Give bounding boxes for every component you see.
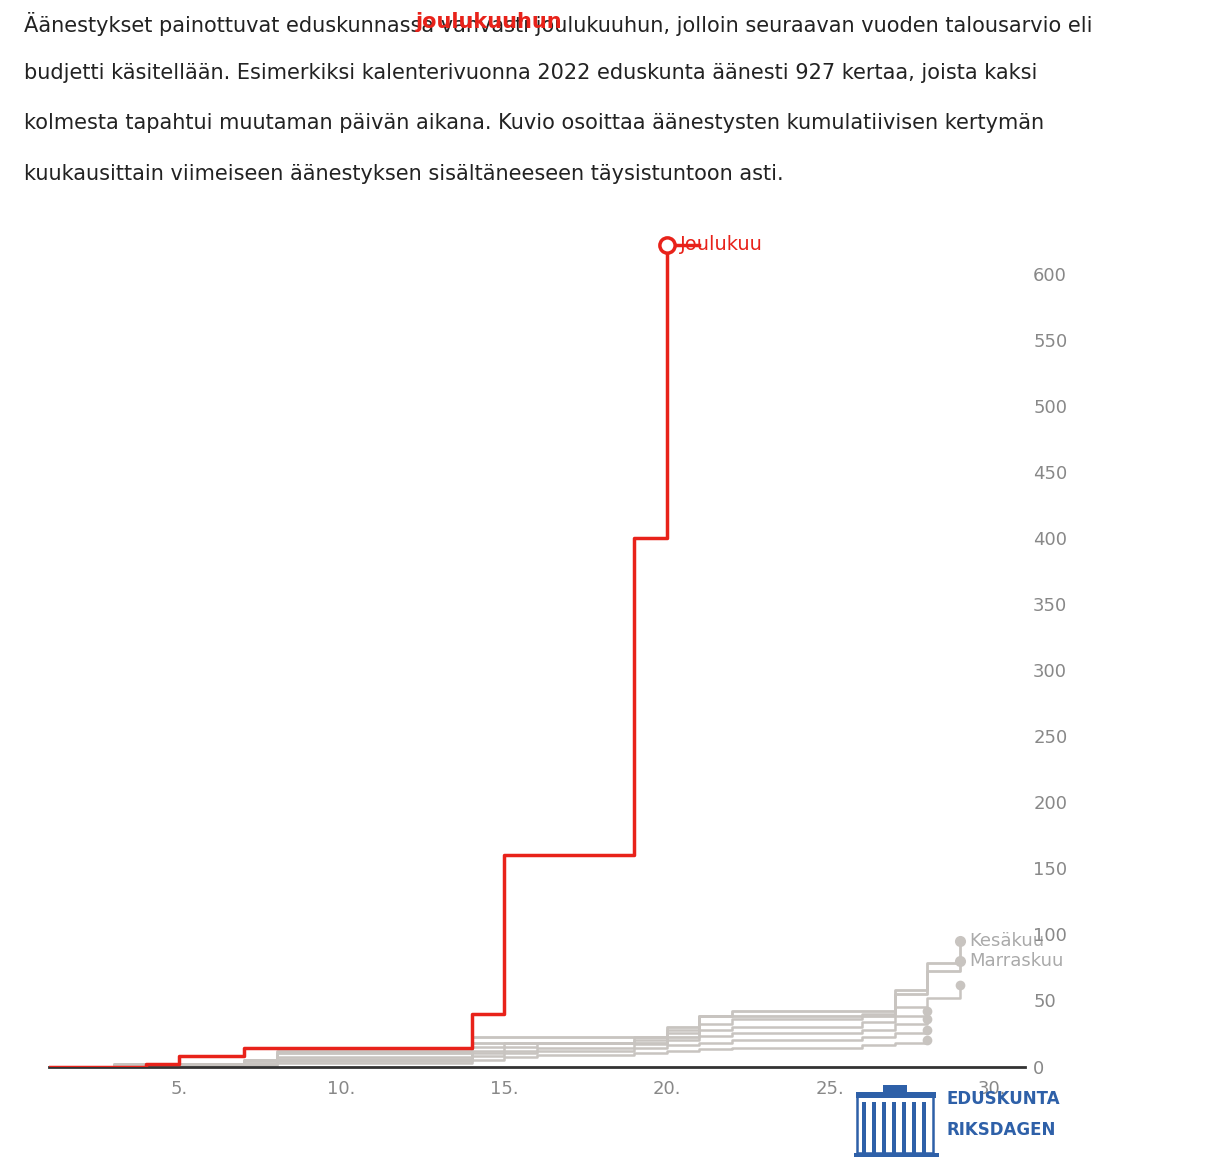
Text: Marraskuu: Marraskuu	[970, 952, 1064, 970]
Text: Äänestykset painottuvat eduskunnassa vahvasti joulukuuhun, jolloin seuraavan vuo: Äänestykset painottuvat eduskunnassa vah…	[24, 12, 1093, 35]
Bar	[882, 1102, 886, 1153]
Text: budjetti käsitellään. Esimerkiksi kalenterivuonna 2022 eduskunta äänesti 927 ker: budjetti käsitellään. Esimerkiksi kalent…	[24, 62, 1038, 82]
Bar	[922, 1102, 926, 1153]
Bar	[902, 1102, 906, 1153]
Bar	[858, 1095, 932, 1153]
Text: EDUSKUNTA: EDUSKUNTA	[947, 1090, 1060, 1109]
Bar	[861, 1102, 866, 1153]
Text: RIKSDAGEN: RIKSDAGEN	[947, 1120, 1055, 1139]
Bar	[892, 1102, 897, 1153]
Bar	[855, 1092, 936, 1098]
Text: Kesäkuu: Kesäkuu	[970, 932, 1044, 950]
Bar	[854, 1152, 939, 1157]
Bar	[883, 1085, 906, 1092]
Bar	[871, 1102, 876, 1153]
Text: kuukausittain viimeiseen äänestyksen sisältäneeseen täysistuntoon asti.: kuukausittain viimeiseen äänestyksen sis…	[24, 164, 784, 184]
Bar	[911, 1102, 916, 1153]
Text: joulukuuhun: joulukuuhun	[416, 12, 562, 32]
Text: kolmesta tapahtui muutaman päivän aikana. Kuvio osoittaa äänestysten kumulatiivi: kolmesta tapahtui muutaman päivän aikana…	[24, 114, 1044, 134]
Text: Joulukuu: Joulukuu	[680, 236, 762, 254]
